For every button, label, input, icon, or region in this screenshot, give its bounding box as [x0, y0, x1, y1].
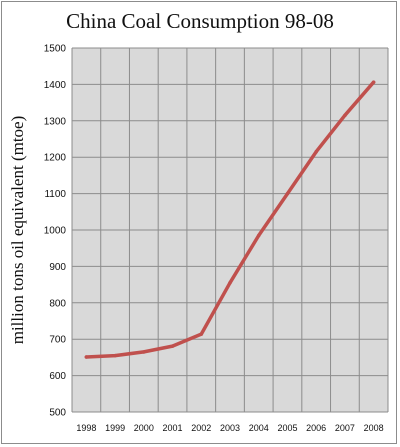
data-point — [142, 350, 146, 354]
y-tick-label: 500 — [49, 408, 66, 419]
chart-title: China Coal Consumption 98-08 — [66, 9, 334, 33]
y-tick-label: 700 — [49, 335, 66, 346]
x-tick-label: 2005 — [277, 423, 297, 433]
x-tick-label: 2008 — [364, 423, 384, 433]
x-tick-label: 2003 — [220, 423, 240, 433]
y-tick-label: 1200 — [44, 153, 67, 164]
data-point — [199, 332, 204, 336]
y-tick-label: 1500 — [44, 44, 67, 55]
series-group — [84, 80, 376, 359]
data-point — [113, 353, 117, 358]
grid-lines — [71, 47, 389, 413]
data-point — [371, 80, 376, 84]
y-tick-label: 600 — [49, 371, 66, 382]
data-point — [343, 113, 347, 118]
y-tick-label: 1400 — [44, 80, 67, 91]
x-tick-label: 2007 — [335, 423, 355, 433]
y-tick-label: 800 — [49, 298, 66, 309]
x-tick-label: 2006 — [306, 423, 326, 433]
x-tick-label: 2002 — [191, 423, 211, 433]
y-tick-label: 1000 — [44, 226, 67, 237]
x-axis-tick-labels: 1998 1999 2000 2001 2002 2003 2004 2005 2006 2007… — [76, 423, 383, 433]
x-tick-label: 2001 — [163, 423, 183, 433]
x-tick-label: 1998 — [76, 423, 96, 433]
x-tick-label: 2004 — [249, 423, 269, 433]
y-tick-label: 1300 — [44, 116, 67, 127]
y-tick-label: 1100 — [44, 189, 66, 200]
y-axis-tick-labels: 500 600 700 800 900 1000 1100 1200 1300 1400 1500 — [44, 44, 67, 419]
data-point — [285, 191, 290, 196]
data-point — [314, 149, 318, 154]
data-point — [256, 233, 261, 238]
data-point — [170, 344, 175, 348]
y-tick-label: 900 — [49, 262, 66, 273]
x-tick-label: 2000 — [134, 423, 154, 433]
data-point — [84, 355, 89, 359]
x-tick-label: 1999 — [105, 423, 125, 433]
data-point — [228, 281, 232, 285]
y-axis-label: million tons oil equivalent (mtoe) — [8, 116, 27, 345]
